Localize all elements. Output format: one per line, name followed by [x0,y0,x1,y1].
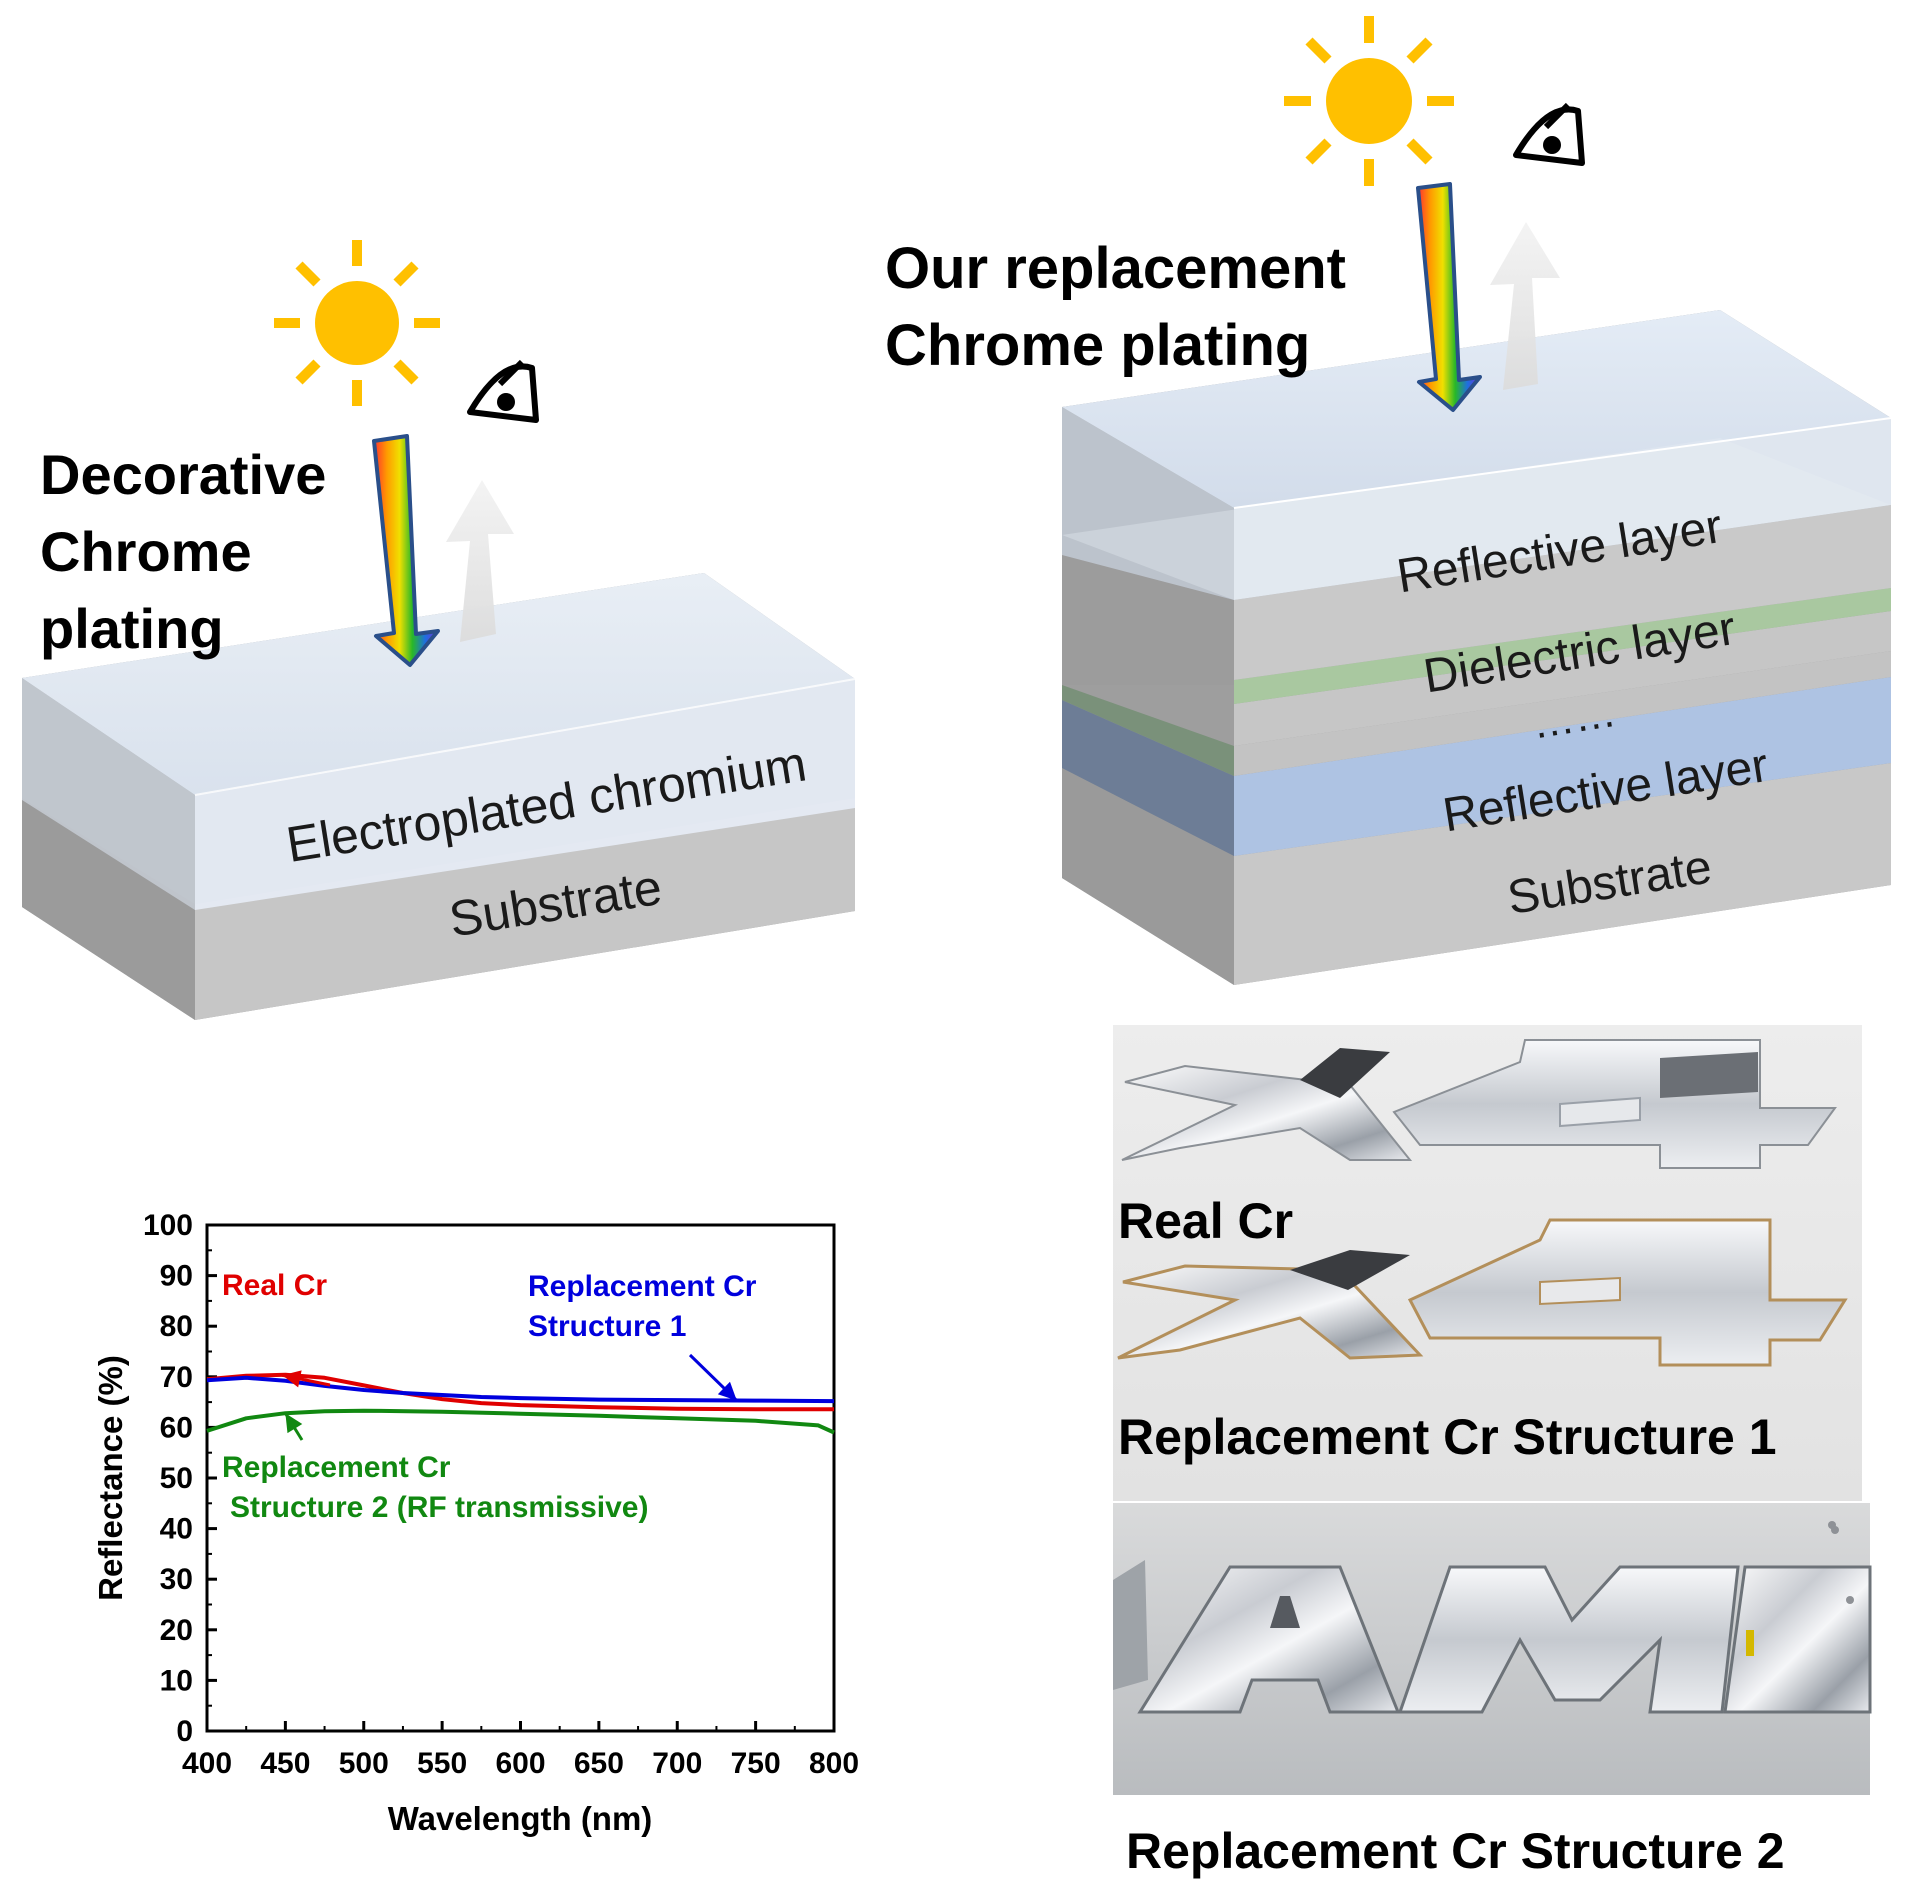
x-tick-label: 800 [809,1747,859,1780]
annotation-arrowhead [285,1413,303,1434]
right-incident-light-arrow [1416,182,1482,412]
left-incident-light-arrow [372,434,440,667]
x-tick-label: 750 [731,1747,781,1780]
y-tick-label: 40 [160,1513,193,1546]
y-tick-label: 90 [160,1260,193,1293]
photo-panel: Real Cr Replacement Cr Structure 1 Repla… [1113,1025,1872,1879]
real-cr-emblem [1121,1039,1837,1169]
x-tick-label: 700 [652,1747,702,1780]
chart-annotations: Real Cr Replacement Cr Structure 1 Replacem… [222,1269,757,1524]
x-tick-label: 550 [417,1747,467,1780]
y-tick-label: 80 [160,1310,193,1343]
series-line-3 [206,1408,835,1435]
y-tick-label: 10 [160,1664,193,1697]
reflectance-chart: 400 450 500 550 600 650 700 750 800 0 10 20 30 40 50 60… [92,1209,859,1837]
y-tick-label: 60 [160,1411,193,1444]
y-tick-label: 70 [160,1361,193,1394]
left-title: Decorative Chrome plating [40,443,342,660]
annotation-label: Structure 1 [528,1310,686,1343]
y-tick-label: 100 [143,1209,193,1242]
annotation-label: Real Cr [222,1269,327,1302]
structure2-caption: Replacement Cr Structure 2 [1126,1823,1785,1879]
x-tick-label: 650 [574,1747,624,1780]
annotation-arrowhead [717,1381,737,1401]
chart-ylabel: Reflectance (%) [92,1355,129,1601]
series-line-2 [206,1375,835,1404]
x-tick-label: 450 [260,1747,310,1780]
right-eye-icon [1513,102,1585,166]
right-reflected-light-arrow [1490,222,1560,390]
x-tick-label: 600 [495,1747,545,1780]
y-tick-label: 50 [160,1462,193,1495]
left-reflected-light-arrow [446,480,514,642]
right-title: Our replacement Chrome plating [885,236,1362,378]
annotation-label: Replacement Cr [222,1451,451,1484]
chart-xlabel: Wavelength (nm) [388,1800,653,1837]
left-eye-icon [467,359,539,423]
right-stack-diagram: Reflective layer Dielectric layer …… Ref… [885,16,1892,985]
structure2-emblem [1113,1521,1872,1714]
left-sun-icon [274,240,440,406]
y-tick-label: 30 [160,1563,193,1596]
x-tick-label: 400 [182,1747,232,1780]
y-tick-label: 0 [176,1715,193,1748]
y-tick-label: 20 [160,1614,193,1647]
right-sun-icon [1284,16,1454,186]
real-cr-caption: Real Cr [1118,1193,1293,1249]
chart-ticks: 400 450 500 550 600 650 700 750 800 0 10 20 30 40 50 60… [143,1209,859,1780]
structure1-emblem [1117,1218,1848,1367]
structure1-caption: Replacement Cr Structure 1 [1118,1409,1777,1465]
annotation-label: Replacement Cr [528,1270,757,1303]
annotation-label: Structure 2 (RF transmissive) [230,1491,648,1524]
annotation-arrowhead [282,1370,302,1388]
x-tick-label: 500 [339,1747,389,1780]
left-stack-diagram: Electroplated chromium Substrate Decorat… [22,240,856,1020]
